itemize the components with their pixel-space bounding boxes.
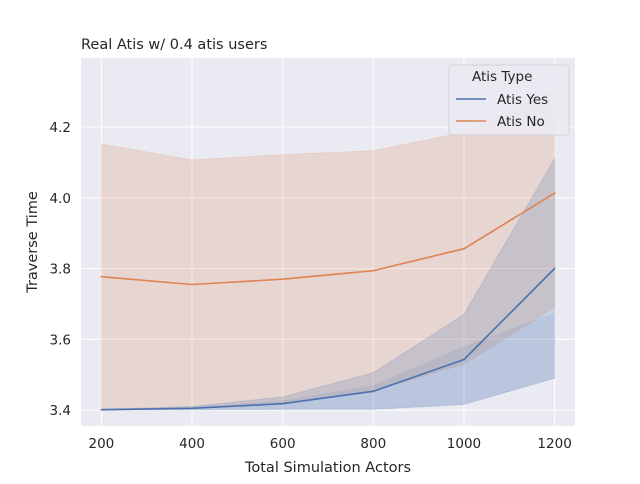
x-axis-ticks: 200 400 600 800 1000 1200 (89, 436, 572, 452)
atis-no-point (372, 269, 375, 272)
legend-box (448, 64, 570, 136)
x-tick-label: 200 (89, 436, 115, 452)
atis-no-point (281, 278, 284, 281)
atis-yes-point (372, 390, 375, 393)
atis-yes-inner-band (101, 312, 555, 411)
x-tick-label: 400 (179, 436, 205, 452)
atis-no-line (101, 192, 556, 286)
x-tick-label: 600 (270, 436, 296, 452)
y-axis-ticks: 3.4 3.6 3.8 4.0 4.2 (50, 120, 71, 419)
atis-no-point (463, 247, 465, 250)
y-axis-label: Traverse Time (25, 191, 41, 294)
x-tick-label: 800 (360, 436, 386, 452)
atis-yes-line (101, 267, 556, 411)
legend-title: Atis Type (472, 69, 532, 85)
atis-yes-confidence-band (100, 156, 556, 411)
x-tick-label: 1200 (537, 436, 571, 452)
legend-label-atis-yes: Atis Yes (497, 92, 548, 108)
x-tick-label: 1000 (447, 436, 481, 452)
atis-no-point (191, 283, 193, 286)
atis-no-point (100, 275, 103, 278)
y-tick-label: 3.6 (50, 332, 71, 348)
y-tick-label: 4.2 (50, 120, 71, 136)
y-tick-label: 3.4 (50, 403, 71, 419)
atis-yes-point (553, 267, 556, 270)
legend-label-atis-no: Atis No (497, 114, 545, 130)
series-lines (100, 192, 556, 411)
atis-yes-point (100, 408, 103, 411)
x-axis-label: Total Simulation Actors (244, 460, 411, 476)
y-tick-label: 4.0 (50, 191, 71, 207)
atis-yes-point (463, 358, 465, 361)
atis-yes-point (191, 407, 193, 410)
y-tick-label: 3.8 (50, 262, 71, 278)
legend: Atis Type Atis Yes Atis No (448, 64, 570, 136)
atis-yes-point (281, 402, 284, 405)
chart-title: Real Atis w/ 0.4 atis users (81, 37, 267, 53)
atis-no-point (553, 192, 556, 195)
